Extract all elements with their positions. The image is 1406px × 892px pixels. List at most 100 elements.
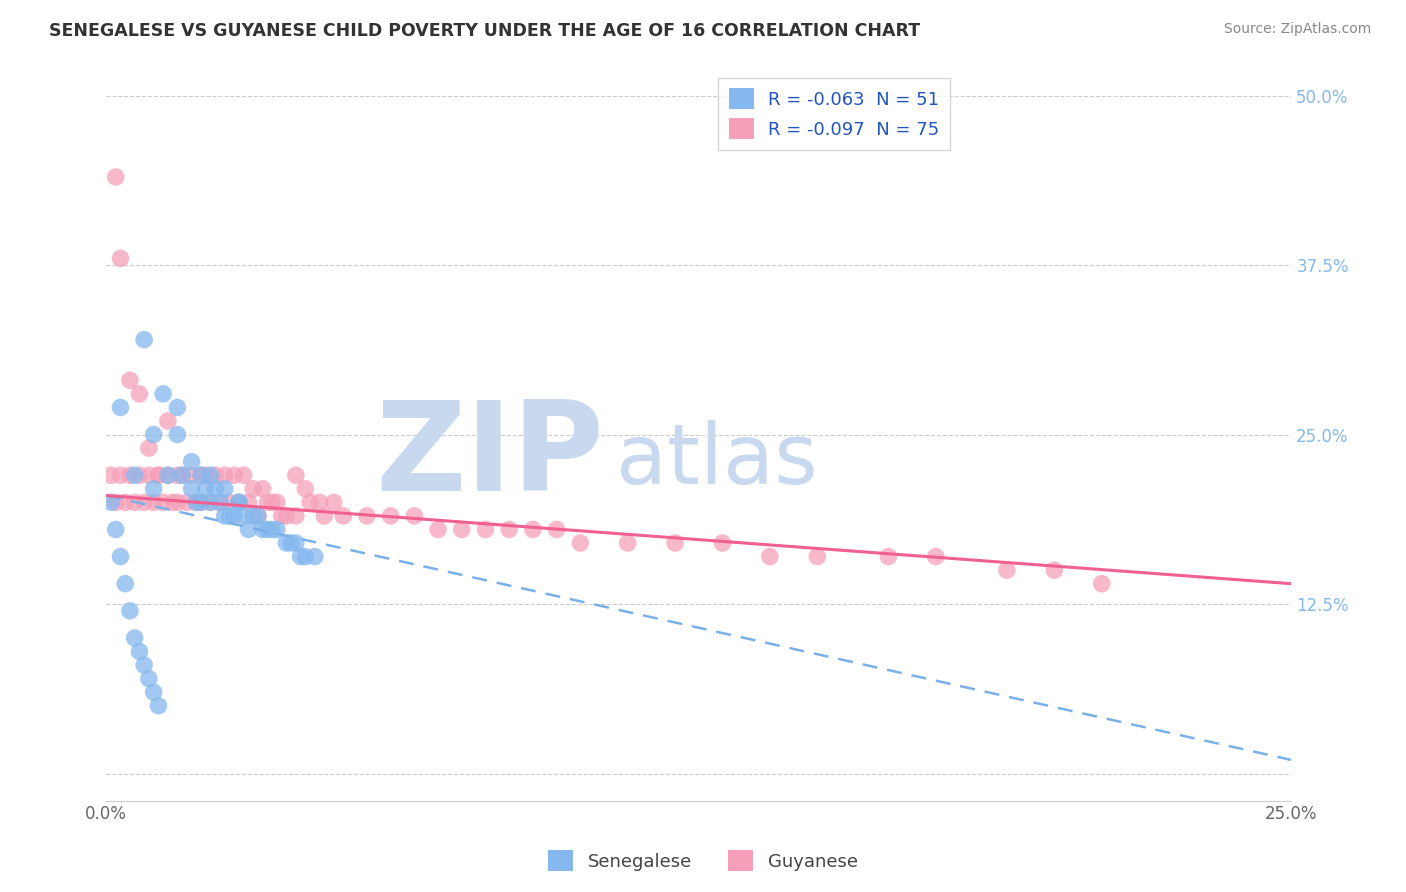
Point <box>276 536 298 550</box>
Point <box>214 508 236 523</box>
Point <box>190 495 212 509</box>
Point <box>427 523 450 537</box>
Point <box>118 604 141 618</box>
Point <box>214 482 236 496</box>
Point <box>114 495 136 509</box>
Point <box>118 373 141 387</box>
Point <box>242 508 264 523</box>
Point <box>252 482 274 496</box>
Point <box>142 482 165 496</box>
Point <box>148 468 170 483</box>
Point <box>232 508 254 523</box>
Point <box>1091 576 1114 591</box>
Point <box>156 468 179 483</box>
Point <box>214 468 236 483</box>
Point <box>156 468 179 483</box>
Point <box>128 644 150 658</box>
Point <box>142 427 165 442</box>
Point <box>138 441 160 455</box>
Point <box>200 468 222 483</box>
Point <box>228 495 250 509</box>
Point <box>308 495 330 509</box>
Point <box>152 495 174 509</box>
Point <box>172 468 194 483</box>
Text: Source: ZipAtlas.com: Source: ZipAtlas.com <box>1223 22 1371 37</box>
Point <box>498 523 520 537</box>
Point <box>294 549 316 564</box>
Point <box>290 549 312 564</box>
Point <box>124 468 146 483</box>
Point <box>200 495 222 509</box>
Point <box>176 495 198 509</box>
Point <box>180 482 202 496</box>
Point <box>134 495 156 509</box>
Point <box>200 495 222 509</box>
Text: SENEGALESE VS GUYANESE CHILD POVERTY UNDER THE AGE OF 16 CORRELATION CHART: SENEGALESE VS GUYANESE CHILD POVERTY UND… <box>49 22 921 40</box>
Point <box>284 508 307 523</box>
Point <box>110 401 132 415</box>
Text: atlas: atlas <box>616 420 817 500</box>
Point <box>228 495 250 509</box>
Point <box>332 508 354 523</box>
Point <box>142 495 165 509</box>
Point <box>166 495 188 509</box>
Point <box>356 508 378 523</box>
Point <box>266 523 288 537</box>
Point <box>256 495 278 509</box>
Point <box>284 536 307 550</box>
Point <box>124 631 146 645</box>
Point <box>224 508 246 523</box>
Point <box>138 468 160 483</box>
Point <box>186 495 208 509</box>
Point <box>262 523 284 537</box>
Point <box>246 508 269 523</box>
Point <box>104 169 127 184</box>
Legend: Senegalese, Guyanese: Senegalese, Guyanese <box>541 843 865 879</box>
Point <box>124 495 146 509</box>
Point <box>404 508 426 523</box>
Point <box>104 523 127 537</box>
Point <box>186 495 208 509</box>
Point <box>148 698 170 713</box>
Point <box>128 468 150 483</box>
Point <box>522 523 544 537</box>
Point <box>806 549 828 564</box>
Point <box>224 468 246 483</box>
Point <box>194 482 217 496</box>
Point <box>104 495 127 509</box>
Point <box>114 576 136 591</box>
Point <box>190 495 212 509</box>
Point <box>218 495 240 509</box>
Point <box>100 468 122 483</box>
Point <box>1043 563 1066 577</box>
Point <box>228 495 250 509</box>
Point <box>380 508 402 523</box>
Point <box>711 536 734 550</box>
Point <box>995 563 1018 577</box>
Point <box>304 549 326 564</box>
Point <box>270 508 292 523</box>
Point <box>759 549 782 564</box>
Point <box>152 387 174 401</box>
Point <box>450 523 472 537</box>
Point <box>925 549 948 564</box>
Point <box>322 495 344 509</box>
Text: ZIP: ZIP <box>375 396 605 517</box>
Point <box>262 495 284 509</box>
Point <box>172 468 194 483</box>
Point <box>238 495 260 509</box>
Point <box>276 508 298 523</box>
Point <box>162 495 184 509</box>
Point <box>194 468 217 483</box>
Point <box>664 536 686 550</box>
Point <box>134 333 156 347</box>
Point <box>474 523 496 537</box>
Point <box>180 455 202 469</box>
Point <box>128 387 150 401</box>
Point <box>190 468 212 483</box>
Point <box>180 468 202 483</box>
Point <box>256 523 278 537</box>
Point <box>166 468 188 483</box>
Point <box>294 482 316 496</box>
Point <box>569 536 592 550</box>
